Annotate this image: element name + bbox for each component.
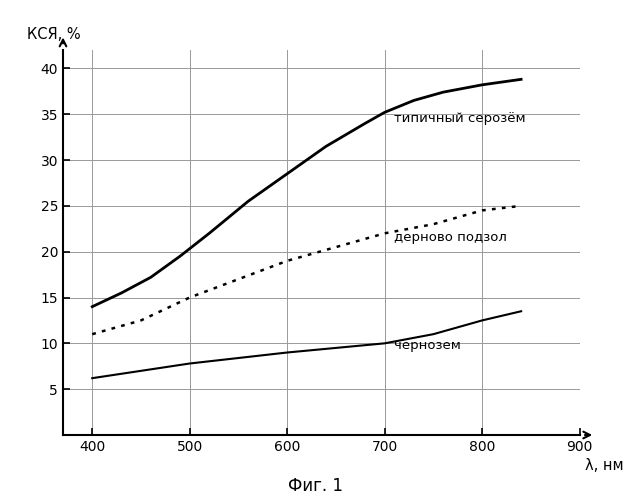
- Text: чернозем: чернозем: [394, 340, 461, 352]
- Text: КСЯ, %: КСЯ, %: [27, 28, 81, 42]
- Text: Фиг. 1: Фиг. 1: [287, 477, 343, 495]
- Text: дерново подзол: дерново подзол: [394, 232, 507, 244]
- Text: типичный серозём: типичный серозём: [394, 112, 526, 125]
- Text: λ, нм: λ, нм: [585, 458, 624, 473]
